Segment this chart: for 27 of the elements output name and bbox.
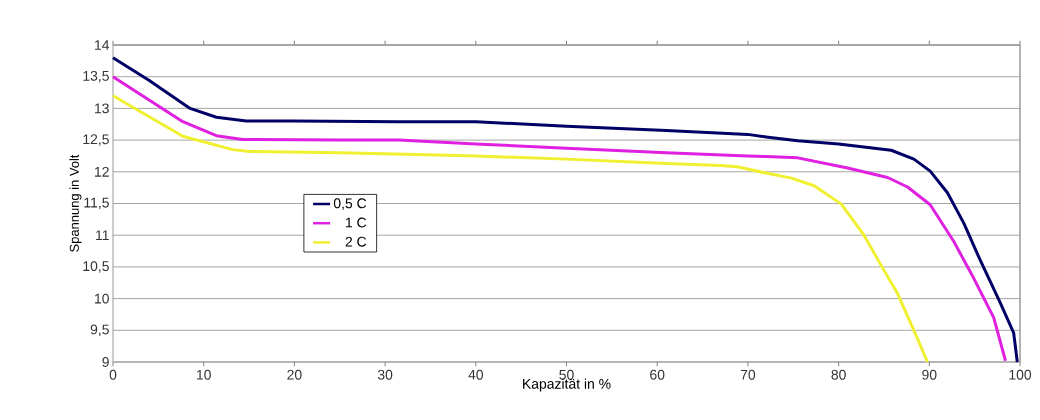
legend-label: 0,5 C [333, 198, 367, 210]
x-tick-label: 60 [650, 369, 665, 380]
legend-label: 2 C [345, 236, 367, 247]
y-axis-title: Spannung in Volt [69, 154, 82, 252]
x-tick-label: 70 [740, 369, 756, 380]
x-tick-label: 20 [287, 369, 302, 380]
y-tick-label: 14 [95, 40, 110, 50]
legend-label: 1 C [346, 217, 367, 228]
y-tick-label: 11,5 [84, 197, 109, 210]
x-tick-label: 30 [377, 369, 393, 380]
y-tick-label: 9,5 [90, 324, 109, 337]
y-tick-label: 10,5 [83, 261, 109, 273]
y-tick-label: 12 [95, 166, 109, 177]
x-tick-label: 10 [197, 369, 211, 380]
x-tick-label: 0 [109, 369, 117, 380]
x-tick-label: 90 [922, 369, 937, 380]
x-tick-label: 40 [468, 369, 484, 380]
y-tick-label: 12,5 [83, 134, 109, 146]
x-tick-label: 100 [1009, 369, 1032, 380]
y-tick-label: 9 [102, 357, 109, 367]
y-tick-label: 11 [96, 230, 109, 240]
y-tick-label: 13 [95, 103, 109, 114]
y-tick-label: 10 [95, 293, 109, 304]
x-tick-label: 50 [559, 369, 574, 380]
x-tick-label: 80 [831, 369, 846, 380]
y-tick-label: 13,5 [83, 70, 109, 83]
x-axis-title: Kapazität in % [523, 378, 611, 392]
